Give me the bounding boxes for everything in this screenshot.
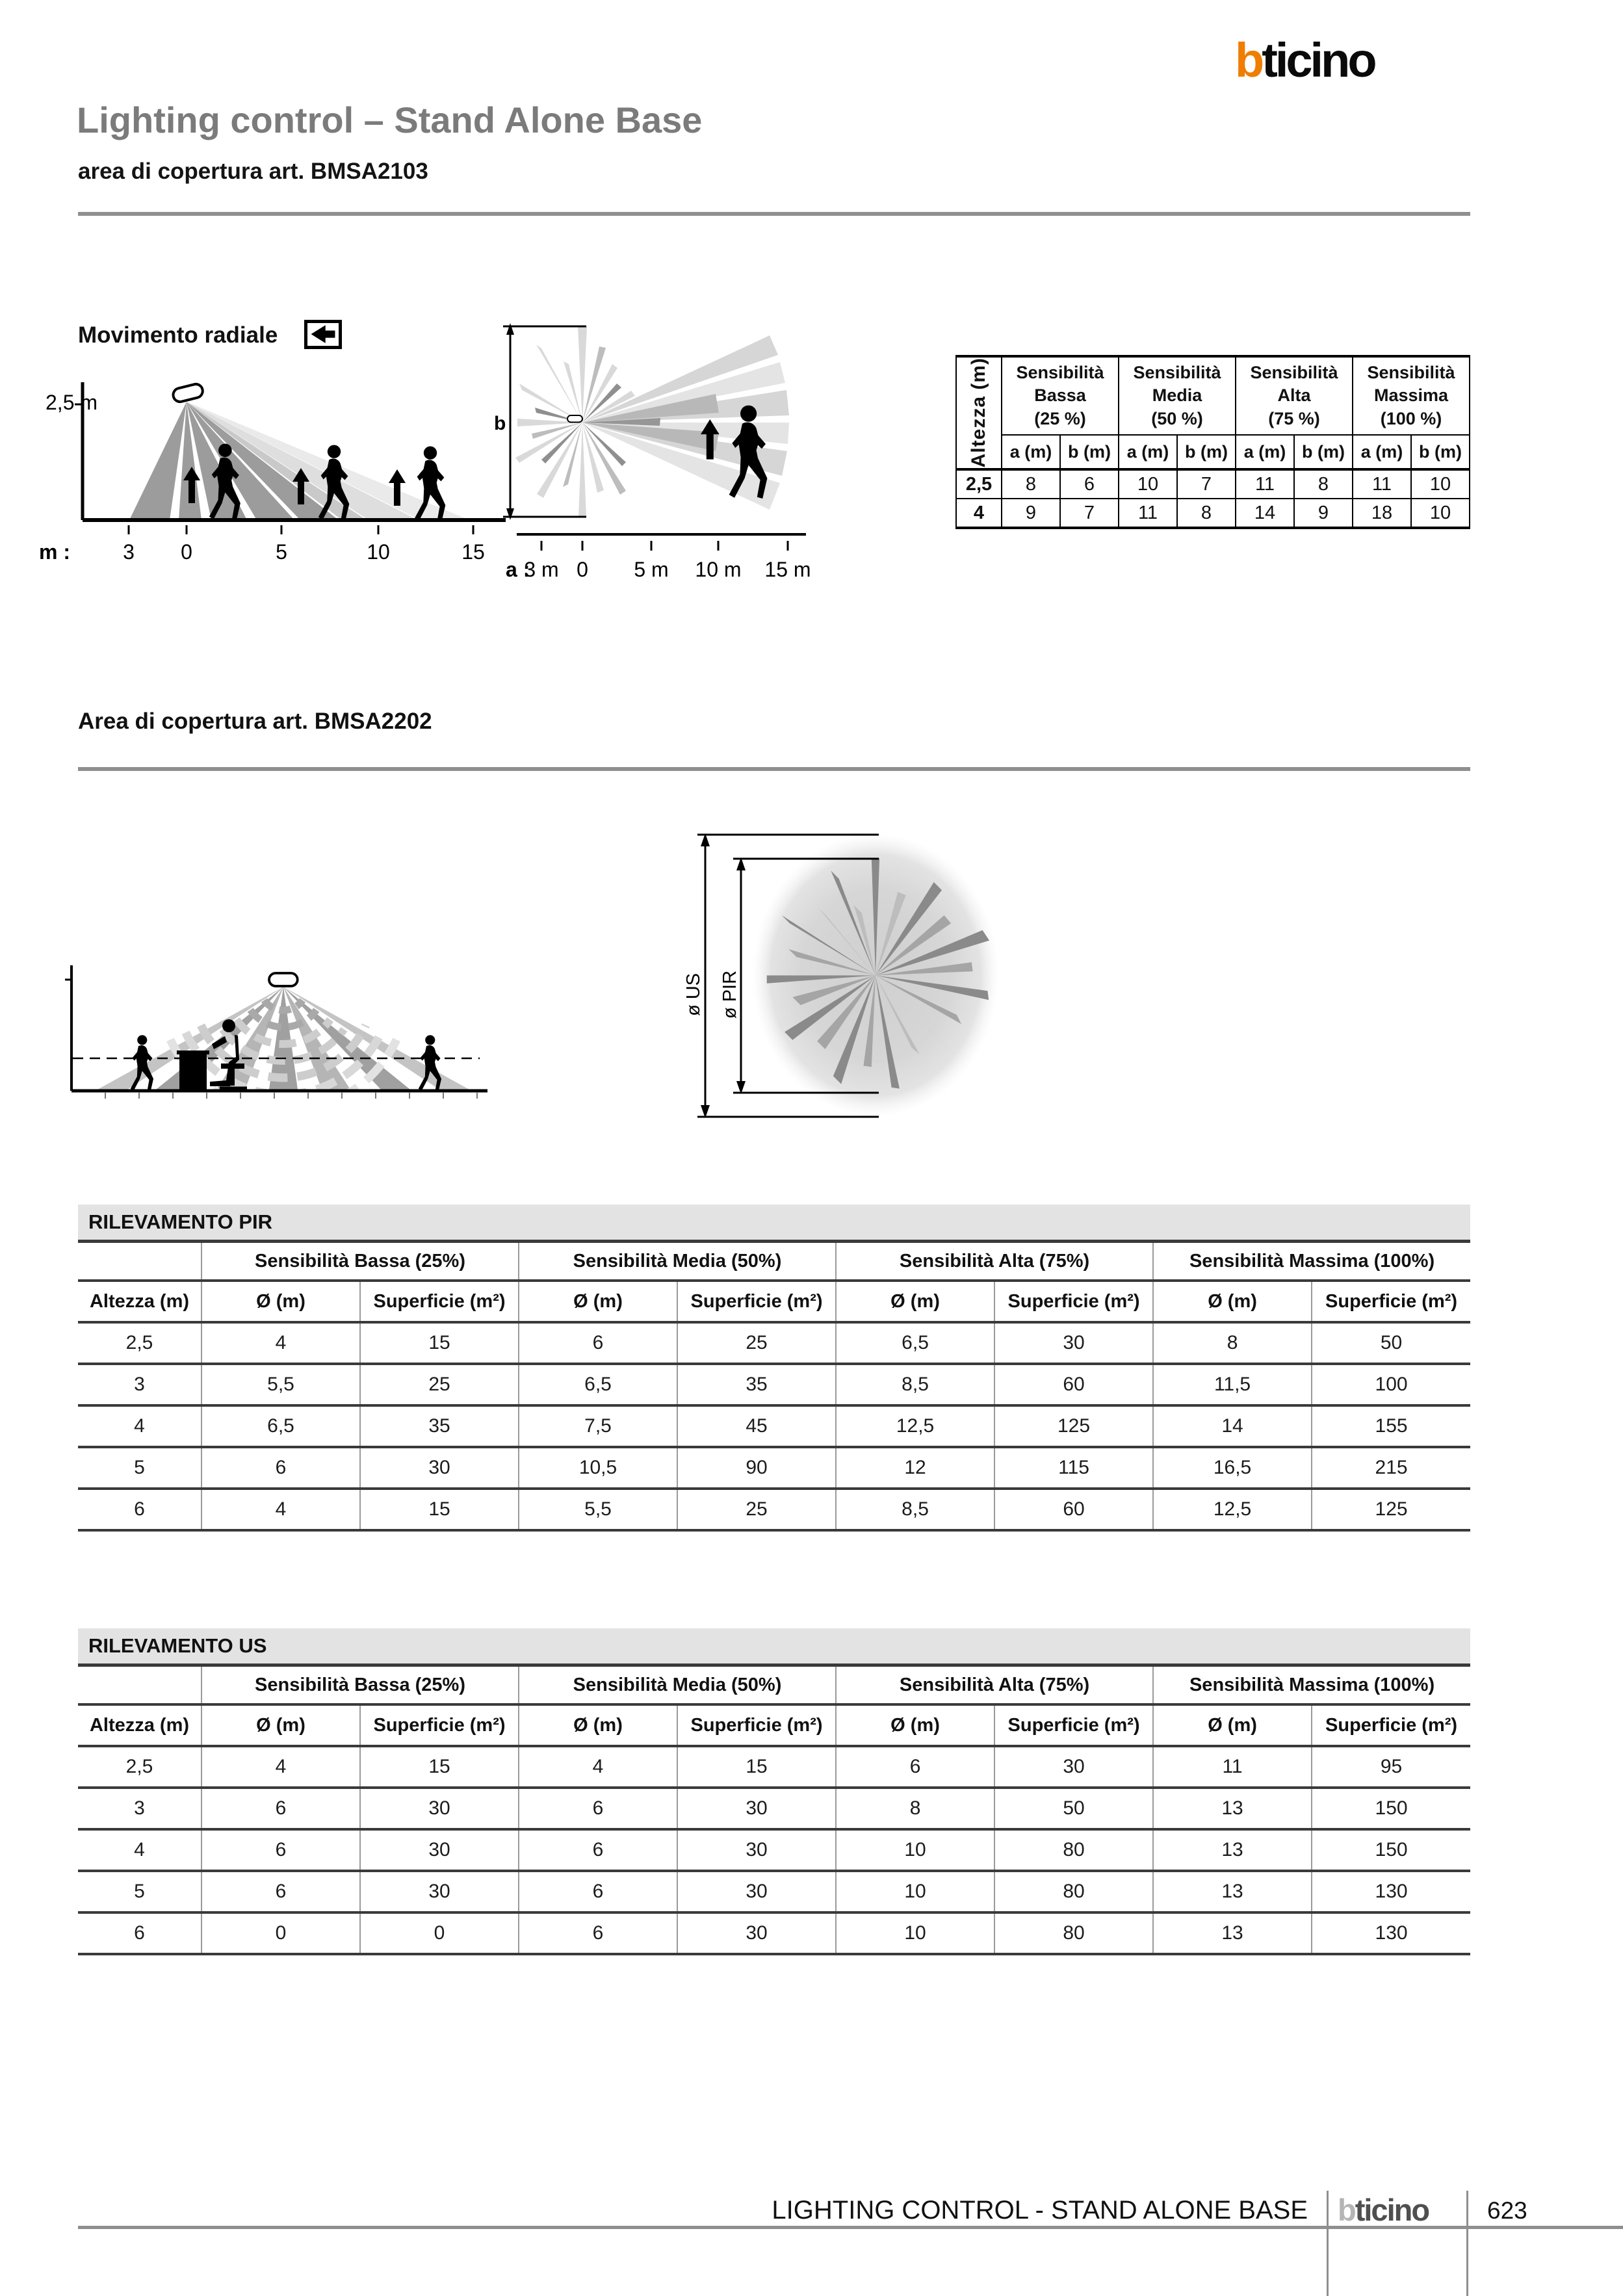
table-row: 5 6 30 6 30 10 80 13 130 [78, 1871, 1471, 1914]
table-row: 3 5,5 25 6,5 35 8,5 60 11,5 100 [78, 1364, 1471, 1407]
page-title: Lighting control – Stand Alone Base [77, 99, 703, 140]
table-row: 6 0 0 6 30 10 80 13 130 [78, 1912, 1471, 1955]
height-label: 2,5 m [45, 391, 97, 414]
pir-fan-beams [582, 335, 789, 510]
group-header: Sensibilità Bassa (25 %) [1001, 356, 1119, 436]
divider-rule [78, 767, 1470, 771]
group-header: Sensibilità Alta (75%) [835, 1243, 1154, 1282]
axis-label: m : [39, 540, 70, 564]
side-view-diagram: 2,5 m m : 3 0 5 10 15 [39, 381, 506, 564]
subheader-row: Altezza (m) Ø (m) Superficie (m²) Ø (m) … [78, 1704, 1471, 1747]
tick-label: 0 [181, 540, 192, 564]
bticino-logo: bticino [1235, 33, 1377, 87]
table-row: 4 6 30 6 30 10 80 13 150 [78, 1829, 1471, 1872]
page-subtitle: area di copertura art. BMSA2103 [78, 159, 428, 184]
subheader-row: Altezza (m) Ø (m) Superficie (m²) Ø (m) … [78, 1281, 1471, 1324]
group-header-row: Sensibilità Bassa (25%) Sensibilità Medi… [78, 1243, 1471, 1282]
logo-ticino: ticino [1355, 2193, 1430, 2227]
logo-b: b [1235, 33, 1264, 87]
axis-ticks [127, 525, 474, 534]
section1-heading: Movimento radiale [78, 322, 278, 348]
pir-diameter-label: ø PIR [720, 971, 740, 1019]
us-dimension [697, 833, 879, 1118]
table-row: 4 6,5 35 7,5 45 12,5 125 14 155 [78, 1405, 1471, 1448]
group-header-row: Sensibilità Bassa (25%) Sensibilità Medi… [78, 1667, 1471, 1706]
axis-label: a : [506, 558, 530, 581]
table-row: 2,5 8 6 10 7 11 8 11 10 [955, 469, 1470, 499]
us-coverage-area [752, 833, 999, 1117]
divider-rule [78, 212, 1470, 216]
tick-label: 3 [123, 540, 135, 564]
tick-label: 10 [367, 540, 390, 564]
us-side-view-diagram [65, 965, 487, 1099]
group-header: Sensibilità Massima (100%) [1152, 1667, 1471, 1706]
tick-label: 15 [461, 540, 485, 564]
group-header: Sensibilità Media (50%) [518, 1243, 837, 1282]
tick-label: 10 m [695, 558, 741, 581]
section2-heading: Area di copertura art. BMSA2202 [78, 709, 432, 734]
group-header: Sensibilità Media (50 %) [1118, 356, 1236, 436]
radial-movement-icon [304, 320, 342, 349]
group-header: Sensibilità Bassa (25%) [200, 1243, 519, 1282]
tick-label: 15 m [764, 558, 811, 581]
tick-label: 3 m [524, 558, 558, 581]
pir-dimension [733, 857, 879, 1094]
corner-header: Altezza (m) [955, 356, 1002, 471]
logo-ticino: ticino [1262, 33, 1377, 87]
us-diameter-label: ø US [683, 973, 704, 1016]
table-title-band: RILEVAMENTO US [78, 1628, 1470, 1667]
left-arrow-icon [311, 325, 335, 343]
b-dim-label: b [494, 413, 506, 434]
footer-divider [1327, 2191, 1329, 2296]
table-row: 2,5 4 15 6 25 6,5 30 8 50 [78, 1322, 1471, 1365]
sensor-icon [170, 381, 205, 405]
group-header: Sensibilità Bassa (25%) [200, 1667, 519, 1706]
column-header: Altezza (m) [78, 1281, 201, 1324]
table-title-band: RILEVAMENTO PIR [78, 1205, 1470, 1243]
table-row: 3 6 30 6 30 8 50 13 150 [78, 1788, 1471, 1831]
group-header: Sensibilità Alta (75 %) [1235, 356, 1353, 436]
subheader-row: a (m) b (m) a (m) b (m) a (m) b (m) a (m… [956, 434, 1470, 471]
footer-bticino-logo: bticino [1338, 2192, 1430, 2228]
tick-label: 0 [577, 558, 588, 581]
page-number: 623 [1487, 2197, 1527, 2224]
tick-label: 5 [276, 540, 287, 564]
us-detection-table: RILEVAMENTO US Sensibilità Bassa (25%) S… [78, 1628, 1471, 1955]
footer-title: LIGHTING CONTROL - STAND ALONE BASE [772, 2196, 1308, 2224]
footer-rule [78, 2226, 1623, 2229]
group-header: Sensibilità Massima (100 %) [1352, 356, 1470, 436]
us-pir-circle-diagram: ø US ø PIR [683, 833, 999, 1118]
column-header: Altezza (m) [78, 1704, 201, 1747]
top-view-diagram: b a : 3 m 0 5 m 10 m 15 m [494, 323, 811, 581]
table-row: 6 4 15 5,5 25 8,5 60 12,5 125 [78, 1489, 1471, 1532]
tick-label: 5 m [634, 558, 668, 581]
table-row: 2,5 4 15 4 15 6 30 11 95 [78, 1746, 1471, 1789]
axis-ticks [540, 541, 789, 551]
sensor-icon [567, 415, 583, 423]
table-row: 5 6 30 10,5 90 12 115 16,5 215 [78, 1447, 1471, 1490]
coverage-table: Altezza (m) Sensibilità Bassa (25 %) Sen… [955, 355, 1470, 529]
table-row: 4 9 7 11 8 14 9 18 10 [955, 498, 1470, 528]
group-header: Sensibilità Alta (75%) [835, 1667, 1154, 1706]
sensor-icon [268, 972, 299, 987]
b-dimension [503, 323, 586, 520]
pir-star-beams [515, 326, 635, 517]
seated-person-desk [177, 1019, 247, 1091]
group-header: Sensibilità Media (50%) [518, 1667, 837, 1706]
pir-detection-table: RILEVAMENTO PIR Sensibilità Bassa (25%) … [78, 1205, 1471, 1532]
ground-ticks [105, 1092, 478, 1099]
footer-divider [1466, 2191, 1468, 2296]
logo-b: b [1338, 2193, 1357, 2227]
group-header: Sensibilità Massima (100%) [1152, 1243, 1471, 1282]
